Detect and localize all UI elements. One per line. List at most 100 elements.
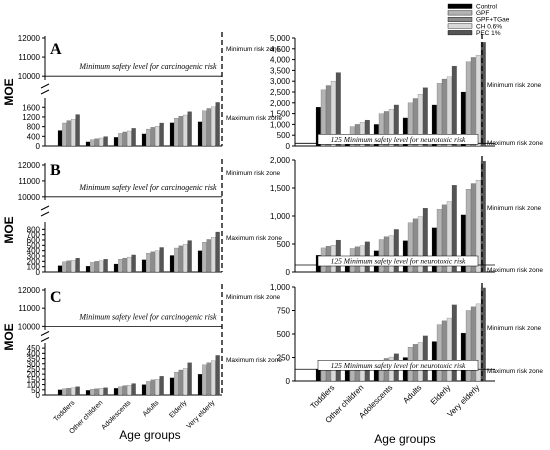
bar-pec-1- [393, 229, 399, 273]
y-tick-label: 500 [277, 131, 291, 140]
bar-control [57, 389, 63, 396]
panel-letter-c: C [50, 289, 62, 306]
x-tick-label: Elderly [168, 399, 188, 419]
bar-control [197, 250, 203, 273]
bar-pec-1- [131, 128, 136, 147]
maximum-risk-zone-label: Maximum risk zone [487, 267, 543, 274]
x-tick-label: Toddlers [53, 399, 77, 423]
minimum-risk-zone-label: Minimum risk zone [487, 325, 542, 332]
y-tick-label: 1200 [22, 113, 40, 122]
legend-label: PEC 1% [476, 30, 501, 37]
bar-gpf [436, 324, 442, 382]
legend-swatch [447, 23, 473, 29]
bar-gpf-tgae [122, 131, 127, 147]
bar-control [141, 133, 147, 147]
y-tick-label: 50 [31, 386, 40, 395]
bar-pec-1- [422, 87, 428, 147]
axis-break-mark [40, 337, 50, 342]
bar-pec-1- [103, 259, 108, 273]
y-axis-title-b: MOE [2, 216, 16, 243]
bar-ch-0-6- [155, 126, 160, 147]
bar-pec-1- [451, 65, 457, 147]
bar-gpf-tgae [150, 251, 155, 273]
bar-ch-0-6- [330, 81, 336, 147]
bar-pec-1- [335, 72, 341, 147]
y-tick-label: 12000 [18, 34, 41, 43]
bar-ch-0-6- [446, 201, 452, 273]
bar-ch-0-6- [475, 180, 481, 273]
y-tick-label: 200 [27, 257, 41, 266]
y-tick-label: 400 [27, 132, 41, 141]
bar-pec-1- [187, 362, 192, 396]
bar-ch-0-6- [183, 114, 188, 147]
y-tick-label: 12000 [18, 161, 41, 170]
axis-break-mark [40, 331, 50, 336]
bar-control [113, 137, 119, 147]
bar-gpf [90, 139, 95, 147]
bar-gpf-tgae [178, 116, 183, 147]
bar-pec-1- [422, 208, 428, 273]
panel-c-right: 0 250 500 750 1,000 125 Minimum safety level … [270, 283, 543, 386]
legend-swatch [447, 10, 473, 16]
minimum-risk-zone-label: Minimum risk zone [487, 82, 542, 89]
bar-ch-0-6- [417, 94, 423, 147]
bar-gpf [118, 259, 123, 273]
y-tick-label: 11000 [18, 177, 40, 186]
y-tick-label: 2,000 [270, 99, 291, 108]
legend-swatch [447, 30, 473, 36]
bar-control [57, 265, 63, 273]
bar-gpf-tgae [383, 111, 389, 147]
y-tick-label: 300 [27, 252, 41, 261]
legend-label: GPF [476, 10, 489, 17]
x-tick-label: Toddlers [309, 383, 337, 411]
bar-gpf-tgae [66, 260, 71, 273]
bar-gpf-tgae [122, 258, 127, 273]
bar-pec-1- [393, 104, 399, 147]
bar-ch-0-6- [446, 76, 452, 147]
maximum-risk-zone-label: Maximum risk zone [226, 115, 282, 122]
legend-label: CH 0.6% [476, 23, 502, 30]
bar-gpf [202, 110, 207, 147]
bar-gpf [62, 388, 67, 396]
bar-gpf-tgae [206, 239, 211, 273]
y-tick-label: 1,500 [270, 110, 291, 119]
neurotoxic-threshold-label: 125 Minimum safety level for neurotoxic … [331, 257, 466, 266]
bar-gpf-tgae [178, 245, 183, 273]
bar-gpf-tgae [470, 306, 476, 382]
bar-gpf [378, 113, 384, 147]
bar-pec-1- [103, 136, 108, 147]
bar-gpf-tgae [470, 183, 476, 273]
x-axis-title-right: Age groups [374, 432, 435, 446]
bar-gpf-tgae [441, 204, 447, 273]
bar-gpf-tgae [94, 138, 99, 147]
panel-b-right: 0 500 1,000 1,500 2,000 125 Minimum safety le… [270, 156, 543, 277]
maximum-risk-zone-label: Maximum risk zone [487, 368, 543, 375]
bar-ch-0-6- [155, 379, 160, 396]
y-tick-label: 500 [27, 241, 41, 250]
y-axis-title-a: MOE [2, 78, 16, 105]
bar-ch-0-6- [388, 109, 394, 147]
y-tick-label: 1,000 [270, 212, 291, 221]
y-tick-label: 10000 [18, 322, 41, 331]
bar-pec-1- [451, 185, 457, 273]
bar-pec-1- [75, 114, 80, 147]
y-tick-label: 350 [27, 355, 41, 364]
bar-gpf [174, 118, 179, 147]
bar-ch-0-6- [99, 260, 104, 273]
bar-gpf [146, 253, 151, 273]
bar-gpf-tgae [178, 369, 183, 396]
panel-c-left: 10000 11000 12000 0501001502002503003504004… [18, 284, 282, 400]
neurotoxic-threshold-box [317, 134, 479, 145]
bar-control [344, 370, 350, 382]
axis-break-mark [40, 89, 50, 95]
y-tick-label: 400 [27, 349, 41, 358]
bar-ch-0-6- [71, 119, 76, 147]
y-tick-label: 11000 [18, 304, 40, 313]
bar-pec-1- [103, 387, 108, 396]
bar-control [402, 117, 408, 147]
bar-ch-0-6- [71, 387, 76, 396]
